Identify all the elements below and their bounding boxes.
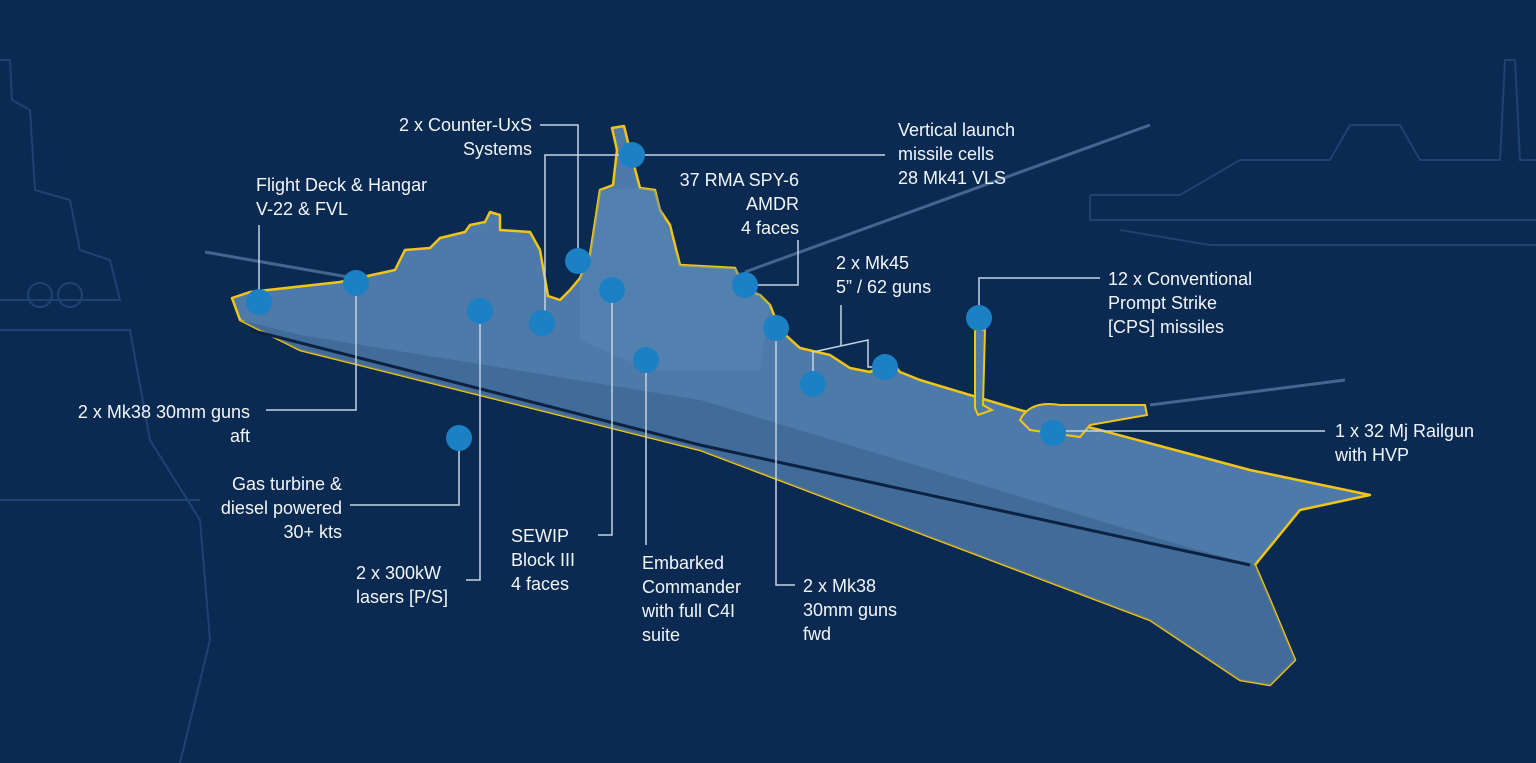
callout-lasers: 2 x 300kW lasers [P/S]	[356, 561, 448, 609]
markers	[246, 142, 1066, 451]
callout-line: 30+ kts	[283, 522, 342, 542]
superstructure-shade	[580, 188, 770, 370]
callout-line: diesel powered	[220, 498, 342, 518]
callout-line: with full C4I	[642, 601, 736, 621]
background-ship-right	[1089, 59, 1536, 246]
callout-line: Vertical launch	[898, 120, 1016, 140]
callout-flight-deck: Flight Deck & Hangar V-22 & FVL	[256, 173, 427, 221]
callout-line: SEWIP	[511, 526, 570, 546]
callout-line: 28 Mk41 VLS	[898, 168, 1007, 188]
callout-line: 5” / 62 guns	[836, 277, 932, 297]
callout-gas-turbine: Gas turbine & diesel powered 30+ kts	[221, 472, 342, 544]
callout-line: lasers [P/S]	[356, 587, 449, 607]
callout-cps: 12 x Conventional Prompt Strike [CPS] miss…	[1108, 267, 1252, 339]
cps-launcher	[974, 329, 995, 417]
callout-counter-uxs: 2 x Counter-UxS Systems	[399, 113, 532, 161]
marker-mk45-a[interactable]	[800, 371, 826, 397]
marker-railgun[interactable]	[1040, 420, 1066, 446]
callout-line: 2 x Mk45	[836, 253, 910, 273]
leader-lines	[258, 124, 1325, 586]
callout-line: 2 x Counter-UxS	[398, 115, 532, 135]
marker-mk38-aft[interactable]	[343, 270, 369, 296]
callout-line: Systems	[462, 139, 532, 159]
callout-line: 4 faces	[740, 218, 799, 238]
callout-line: missile cells	[898, 144, 995, 164]
marker-spy6[interactable]	[732, 272, 758, 298]
marker-commander[interactable]	[633, 347, 659, 373]
marker-gas-turbine[interactable]	[446, 425, 472, 451]
railgun-turret	[1018, 403, 1149, 439]
callout-sewip: SEWIP Block III 4 faces	[511, 524, 575, 596]
callout-line: Flight Deck & Hangar	[256, 175, 428, 195]
marker-cps[interactable]	[966, 305, 992, 331]
marker-mast[interactable]	[619, 142, 645, 168]
marker-vls[interactable]	[529, 310, 555, 336]
marker-mk38-fwd[interactable]	[763, 315, 789, 341]
callout-line: 12 x Conventional	[1108, 269, 1253, 289]
marker-lasers[interactable]	[467, 298, 493, 324]
marker-mk45-b[interactable]	[872, 354, 898, 380]
marker-counter-uxs[interactable]	[565, 248, 591, 274]
callout-line: Gas turbine &	[231, 474, 342, 494]
callout-line: aft	[229, 426, 250, 446]
callout-commander: Embarked Commander with full C4I suite	[642, 551, 741, 647]
callout-line: 2 x 300kW	[356, 563, 442, 583]
callout-line: suite	[642, 625, 681, 645]
callout-line: Commander	[642, 577, 742, 597]
callout-line: 2 x Mk38 30mm guns	[77, 402, 250, 422]
lower-hull-shade	[240, 320, 1295, 685]
callout-line: [CPS] missiles	[1108, 317, 1225, 337]
callout-line: V-22 & FVL	[256, 199, 349, 219]
callout-railgun: 1 x 32 Mj Railgun with HVP	[1335, 419, 1474, 467]
callout-spy6: 37 RMA SPY-6 AMDR 4 faces	[680, 168, 799, 240]
callout-line: 2 x Mk38	[803, 576, 877, 596]
callout-mk38-fwd: 2 x Mk38 30mm guns fwd	[803, 574, 897, 646]
callout-line: AMDR	[746, 194, 799, 214]
callout-line: 30mm guns	[803, 600, 898, 620]
marker-flight-deck[interactable]	[246, 289, 272, 315]
callout-mk38-aft: 2 x Mk38 30mm guns aft	[78, 400, 250, 448]
callout-line: Block III	[511, 550, 576, 570]
callout-vls: Vertical launch missile cells 28 Mk41 VLS	[898, 118, 1015, 190]
callout-line: 4 faces	[511, 574, 570, 594]
callout-line: Embarked	[642, 553, 725, 573]
callout-line: 1 x 32 Mj Railgun	[1335, 421, 1475, 441]
callout-line: 37 RMA SPY-6	[679, 170, 799, 190]
callout-line: with HVP	[1335, 445, 1410, 465]
callout-line: Prompt Strike	[1108, 293, 1218, 313]
marker-sewip[interactable]	[599, 277, 625, 303]
callout-line: fwd	[803, 624, 832, 644]
callout-mk45: 2 x Mk45 5” / 62 guns	[836, 251, 931, 299]
waterline	[249, 328, 1251, 567]
background-ship-left	[0, 59, 212, 763]
